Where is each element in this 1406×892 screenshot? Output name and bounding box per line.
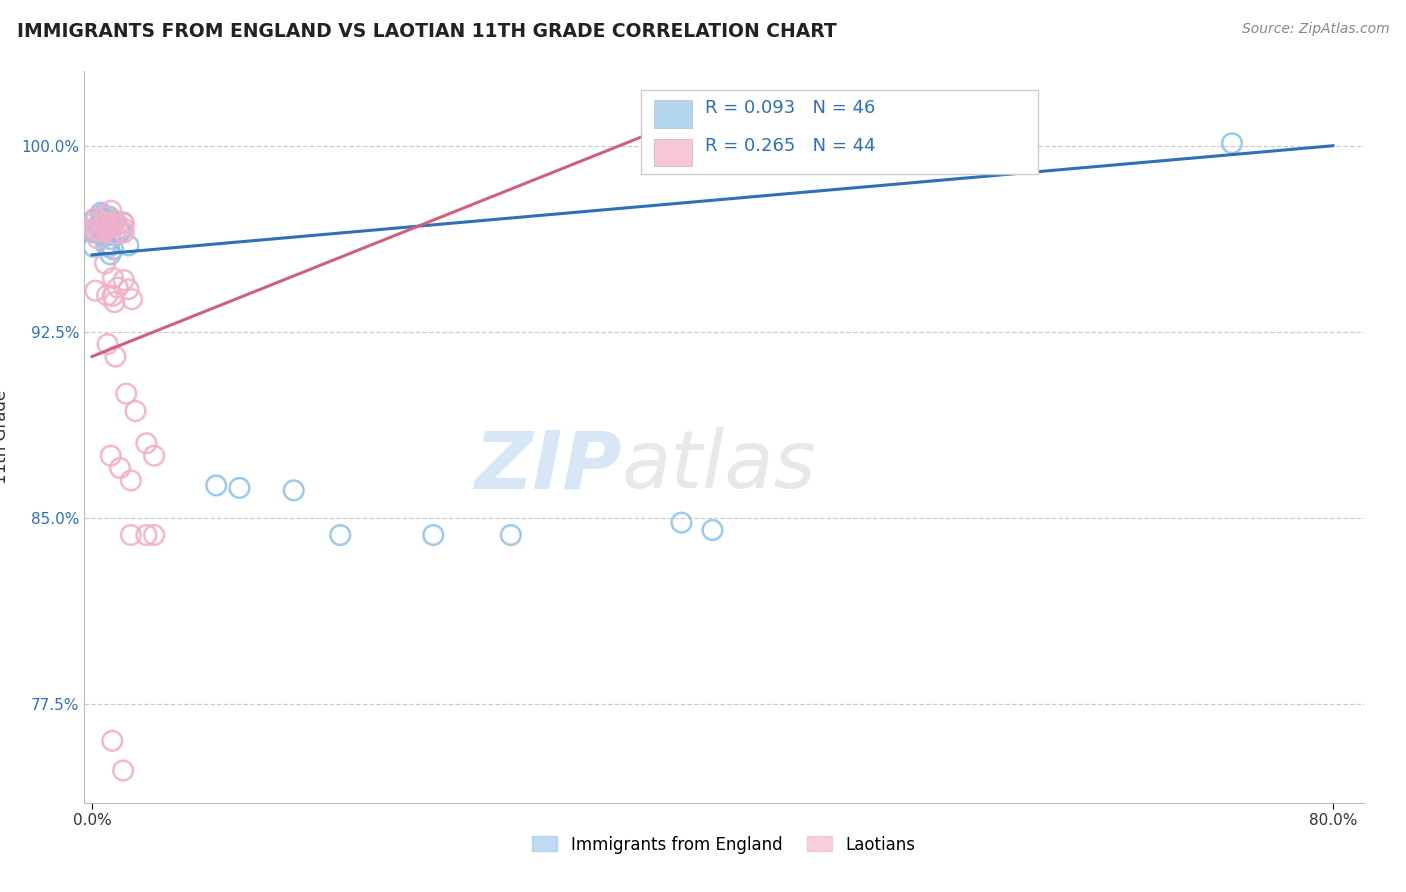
Point: [101, 271, 124, 285]
Point: [105, 218, 128, 232]
Text: Source: ZipAtlas.com: Source: ZipAtlas.com: [1241, 22, 1389, 37]
Text: R = 0.093   N = 46: R = 0.093 N = 46: [704, 99, 876, 117]
Point: [117, 238, 139, 252]
Point: [94, 215, 117, 229]
Point: [107, 280, 129, 294]
Point: [83, 223, 105, 237]
Point: [83, 225, 105, 239]
Y-axis label: 11th Grade: 11th Grade: [0, 390, 10, 484]
Point: [84, 225, 107, 239]
Point: [112, 217, 135, 231]
Point: [205, 478, 228, 492]
Point: [91, 219, 114, 233]
Point: [98, 232, 121, 246]
Point: [101, 243, 124, 257]
Point: [94, 228, 117, 243]
Point: [93, 215, 115, 229]
Point: [101, 734, 124, 748]
Point: [93, 209, 115, 223]
Text: ZIP: ZIP: [474, 427, 621, 506]
Point: [86, 219, 108, 233]
Point: [94, 217, 117, 231]
Point: [93, 229, 115, 244]
Point: [112, 764, 135, 778]
Point: [143, 528, 166, 542]
Point: [86, 231, 108, 245]
Point: [83, 216, 105, 230]
Point: [104, 214, 127, 228]
Point: [83, 212, 105, 227]
Point: [98, 218, 121, 232]
Text: atlas: atlas: [621, 427, 817, 506]
Point: [108, 226, 131, 240]
Point: [93, 220, 115, 235]
Point: [422, 528, 444, 542]
Point: [143, 449, 166, 463]
Point: [104, 350, 127, 364]
Point: [103, 214, 125, 228]
Point: [120, 528, 142, 542]
Point: [97, 220, 120, 235]
Point: [702, 523, 724, 537]
Point: [104, 227, 127, 241]
Point: [101, 289, 124, 303]
Point: [100, 449, 122, 463]
Point: [91, 223, 114, 237]
Point: [98, 210, 121, 224]
Point: [94, 256, 117, 270]
Point: [112, 273, 135, 287]
Point: [84, 224, 107, 238]
Point: [96, 238, 118, 252]
Point: [94, 214, 117, 228]
Point: [84, 211, 107, 225]
Point: [87, 220, 110, 235]
Point: [121, 292, 143, 306]
Point: [97, 211, 120, 226]
Bar: [654, 138, 692, 167]
Text: IMMIGRANTS FROM ENGLAND VS LAOTIAN 11TH GRADE CORRELATION CHART: IMMIGRANTS FROM ENGLAND VS LAOTIAN 11TH …: [17, 22, 837, 41]
Point: [135, 528, 157, 542]
FancyBboxPatch shape: [641, 90, 1038, 174]
Point: [100, 203, 122, 218]
Point: [124, 404, 146, 418]
Legend: Immigrants from England, Laotians: Immigrants from England, Laotians: [526, 829, 922, 860]
Point: [112, 221, 135, 235]
Point: [108, 461, 131, 475]
Point: [103, 295, 125, 310]
Point: [1220, 136, 1243, 151]
Point: [96, 220, 118, 235]
Point: [110, 224, 132, 238]
Point: [283, 483, 305, 498]
Point: [84, 284, 107, 298]
Point: [115, 386, 138, 401]
Point: [90, 205, 112, 219]
Point: [97, 337, 120, 351]
Point: [91, 208, 114, 222]
Point: [98, 227, 121, 241]
Point: [499, 528, 522, 542]
Point: [93, 211, 115, 226]
Text: R = 0.265   N = 44: R = 0.265 N = 44: [704, 137, 876, 155]
Point: [94, 221, 117, 235]
Bar: [654, 100, 692, 128]
Point: [96, 288, 118, 302]
Point: [93, 219, 115, 234]
Point: [97, 240, 120, 254]
Point: [94, 223, 117, 237]
Point: [112, 215, 135, 229]
Point: [112, 226, 135, 240]
Point: [101, 218, 124, 232]
Point: [83, 240, 105, 254]
Point: [117, 282, 139, 296]
Point: [90, 225, 112, 239]
Point: [89, 219, 111, 233]
Point: [671, 516, 693, 530]
Point: [329, 528, 352, 542]
Point: [228, 481, 250, 495]
Point: [120, 474, 142, 488]
Point: [98, 247, 121, 261]
Point: [135, 436, 157, 450]
